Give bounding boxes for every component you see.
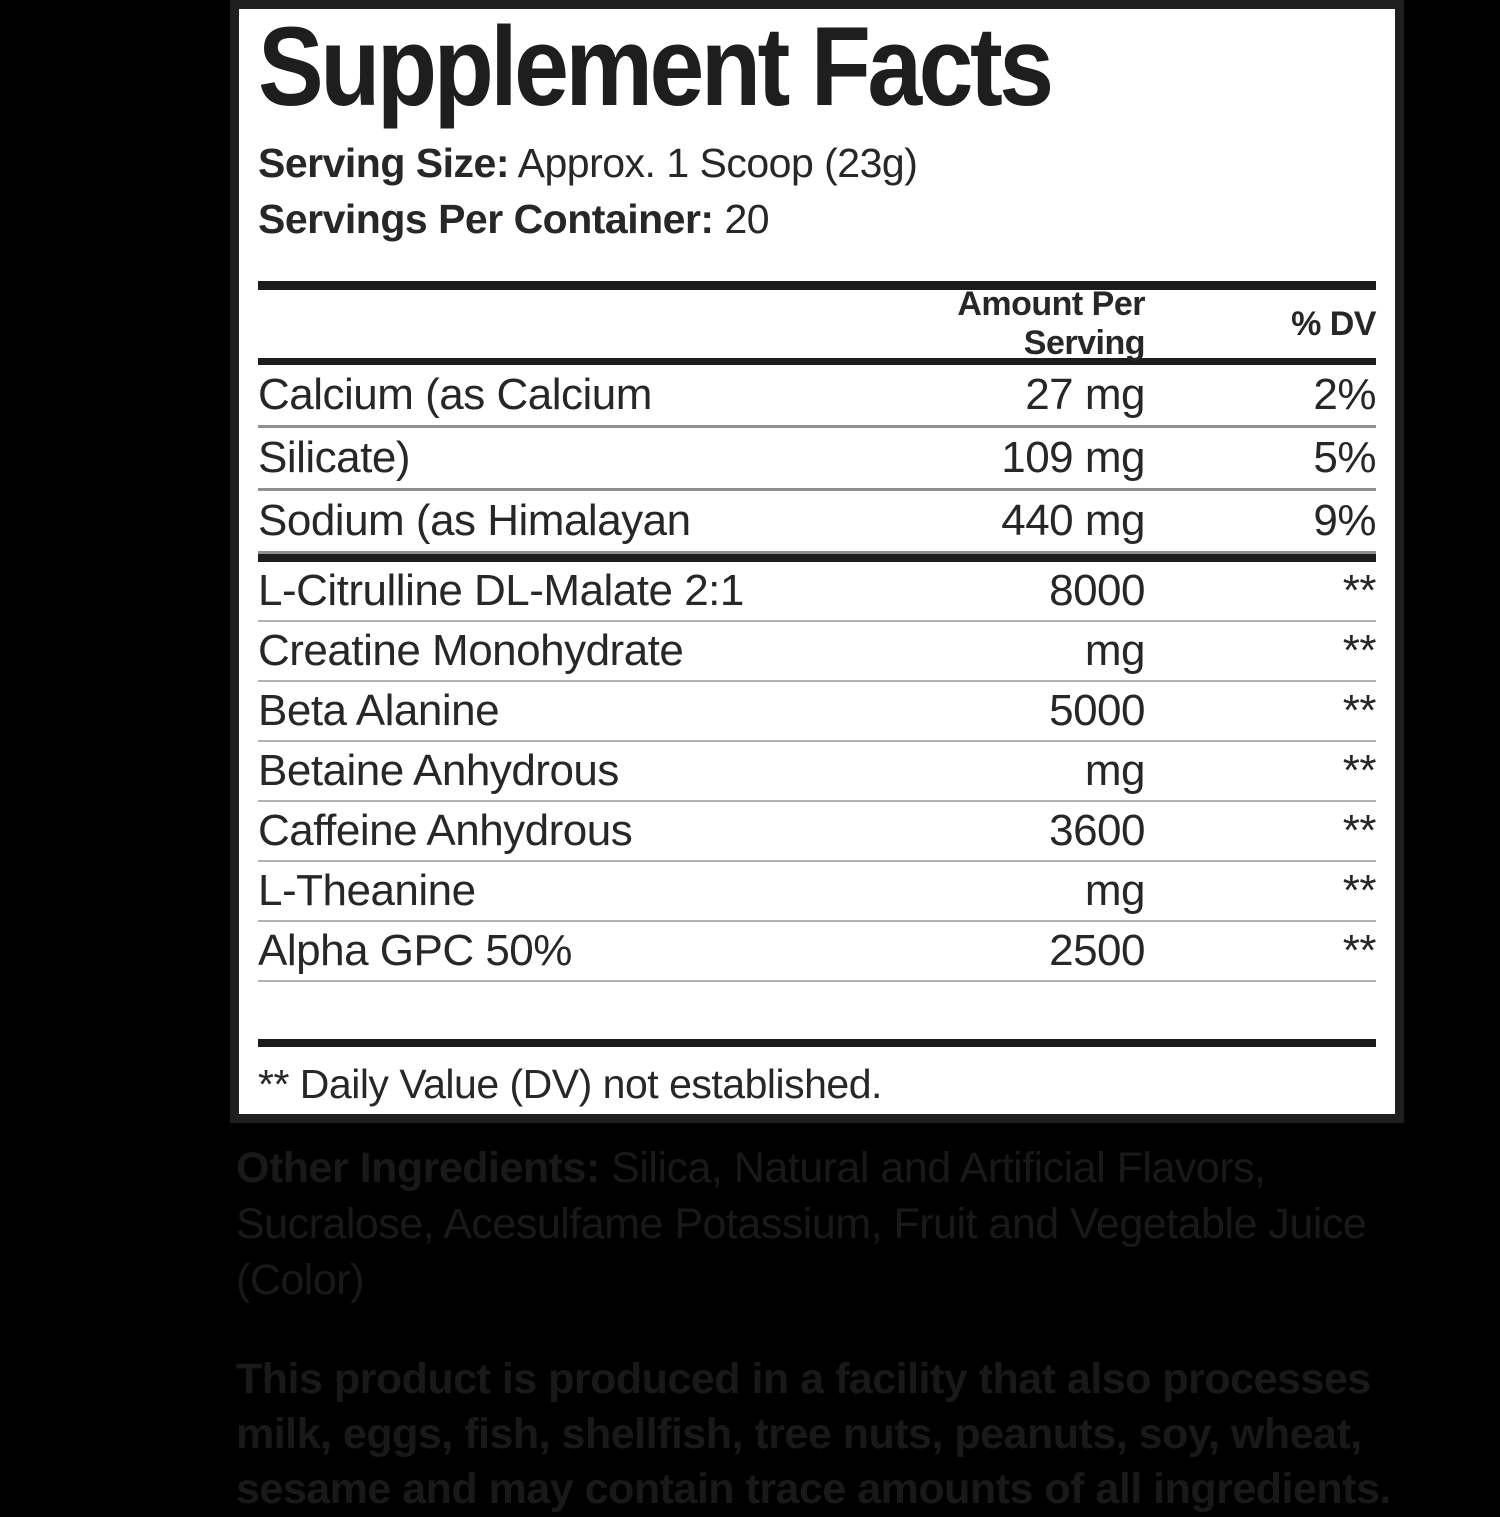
ingredient-dv: ** (1342, 746, 1377, 795)
ingredient-amount: 27 mg (1025, 370, 1145, 419)
ingredient-name: Creatine Monohydrate (258, 626, 684, 675)
ingredient-name: Beta Alanine (258, 686, 500, 735)
dv-footnote: ** Daily Value (DV) not established. (258, 1061, 882, 1107)
table-row: Creatine Monohydrate mg ** (258, 622, 1377, 682)
table-row: L-Theanine mg ** (258, 862, 1377, 922)
table-row: Alpha GPC 50% 2500 ** (258, 922, 1377, 982)
ingredient-dv: ** (1342, 806, 1377, 855)
serving-size-label: Serving Size: (258, 140, 509, 186)
other-ingredients-text: Silica, Natural and Artificial Flavors, … (236, 1144, 1367, 1304)
ingredient-amount: mg (1084, 866, 1146, 915)
thick-rule-bottom (258, 1039, 1376, 1047)
table-row: Caffeine Anhydrous 3600 ** (258, 802, 1377, 862)
table-row: Calcium (as Calcium 27 mg 2% (258, 365, 1377, 428)
panel-content: Supplement Facts Serving Size: Approx. 1… (239, 4, 1395, 1120)
ingredient-amount: 440 mg (1001, 496, 1145, 545)
serving-size-line: Serving Size: Approx. 1 Scoop (23g) (258, 139, 1376, 187)
table-header-row: Amount Per Serving % DV (258, 285, 1376, 362)
ingredient-dv: 9% (1313, 496, 1376, 545)
ingredient-dv: ** (1342, 686, 1377, 735)
ingredient-dv: ** (1342, 626, 1377, 675)
ingredient-amount: 2500 (1049, 926, 1145, 975)
ingredient-amount: mg (1084, 746, 1146, 795)
ingredient-name: Silicate) (258, 433, 411, 482)
servings-per-container-line: Servings Per Container: 20 (258, 195, 1376, 243)
ingredient-name: Sodium (as Himalayan (258, 496, 691, 545)
allergen-statement: This product is produced in a facility t… (236, 1355, 1391, 1513)
panel-title: Supplement Facts (258, 4, 1054, 129)
servings-per-container-value: 20 (724, 196, 770, 242)
ingredient-dv: ** (1342, 866, 1377, 915)
actives-section: L-Citrulline DL-Malate 2:1 8000 ** Creat… (258, 562, 1377, 982)
ingredient-dv: 5% (1313, 433, 1376, 482)
other-ingredients-paragraph: Other Ingredients: Silica, Natural and A… (236, 1140, 1416, 1308)
ingredient-dv: ** (1342, 566, 1377, 615)
servings-per-container-label: Servings Per Container: (258, 196, 714, 242)
ingredient-amount: 3600 (1049, 806, 1145, 855)
rule-below-header (258, 358, 1376, 365)
serving-size-value: Approx. 1 Scoop (23g) (517, 140, 918, 186)
below-panel-text: Other Ingredients: Silica, Natural and A… (236, 1140, 1416, 1517)
ingredient-amount: 8000 (1049, 566, 1145, 615)
table-row: Sodium (as Himalayan 440 mg 9% (258, 491, 1377, 554)
ingredient-amount: 5000 (1049, 686, 1145, 735)
ingredient-name: Caffeine Anhydrous (258, 806, 633, 855)
other-ingredients-label: Other Ingredients: (236, 1144, 600, 1192)
thick-rule-top (258, 281, 1376, 290)
ingredient-dv: ** (1342, 926, 1377, 975)
table-row: L-Citrulline DL-Malate 2:1 8000 ** (258, 562, 1377, 622)
thick-rule-middle (258, 554, 1376, 562)
supplement-facts-panel: Supplement Facts Serving Size: Approx. 1… (230, 0, 1404, 1123)
header-amount-per-serving: Amount Per Serving (957, 285, 1145, 362)
ingredient-name: Betaine Anhydrous (258, 746, 619, 795)
ingredient-amount: 109 mg (1001, 433, 1145, 482)
header-percent-dv: % DV (1291, 304, 1376, 343)
ingredient-dv: 2% (1313, 370, 1376, 419)
ingredient-name: Alpha GPC 50% (258, 926, 572, 975)
minerals-section: Calcium (as Calcium 27 mg 2% Silicate) 1… (258, 365, 1377, 554)
ingredient-amount: mg (1084, 626, 1146, 675)
ingredient-name: L-Theanine (258, 866, 476, 915)
table-row: Silicate) 109 mg 5% (258, 428, 1377, 491)
ingredient-name: Calcium (as Calcium (258, 370, 652, 419)
table-row: Betaine Anhydrous mg ** (258, 742, 1377, 802)
table-row: Beta Alanine 5000 ** (258, 682, 1377, 742)
ingredient-name: L-Citrulline DL-Malate 2:1 (258, 566, 744, 615)
